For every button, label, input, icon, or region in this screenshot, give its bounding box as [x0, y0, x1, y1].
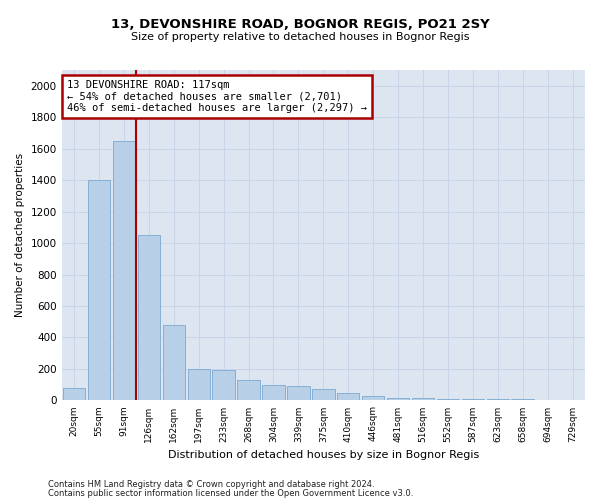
- Bar: [362, 396, 385, 400]
- Bar: [287, 386, 310, 400]
- Bar: [312, 390, 335, 400]
- Text: Contains public sector information licensed under the Open Government Licence v3: Contains public sector information licen…: [48, 488, 413, 498]
- Bar: [137, 235, 160, 400]
- Bar: [387, 398, 409, 400]
- Text: Size of property relative to detached houses in Bognor Regis: Size of property relative to detached ho…: [131, 32, 469, 42]
- Bar: [487, 399, 509, 400]
- Bar: [238, 380, 260, 400]
- Bar: [437, 398, 459, 400]
- Bar: [461, 399, 484, 400]
- Bar: [188, 369, 210, 400]
- Bar: [412, 398, 434, 400]
- Bar: [337, 392, 359, 400]
- Bar: [262, 384, 285, 400]
- Bar: [113, 141, 135, 401]
- X-axis label: Distribution of detached houses by size in Bognor Regis: Distribution of detached houses by size …: [168, 450, 479, 460]
- Text: 13, DEVONSHIRE ROAD, BOGNOR REGIS, PO21 2SY: 13, DEVONSHIRE ROAD, BOGNOR REGIS, PO21 …: [110, 18, 490, 30]
- Bar: [163, 325, 185, 400]
- Bar: [63, 388, 85, 400]
- Bar: [212, 370, 235, 400]
- Text: 13 DEVONSHIRE ROAD: 117sqm
← 54% of detached houses are smaller (2,701)
46% of s: 13 DEVONSHIRE ROAD: 117sqm ← 54% of deta…: [67, 80, 367, 113]
- Y-axis label: Number of detached properties: Number of detached properties: [15, 153, 25, 318]
- Bar: [88, 180, 110, 400]
- Text: Contains HM Land Registry data © Crown copyright and database right 2024.: Contains HM Land Registry data © Crown c…: [48, 480, 374, 489]
